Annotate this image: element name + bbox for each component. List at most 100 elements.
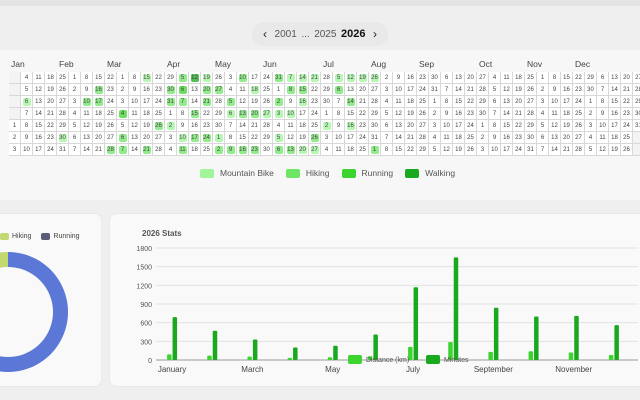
day-cell[interactable]: 3: [321, 132, 333, 144]
day-cell[interactable]: 30: [165, 84, 177, 96]
day-cell[interactable]: 27: [525, 96, 537, 108]
day-cell[interactable]: 6: [489, 96, 501, 108]
day-cell[interactable]: 18: [45, 72, 57, 84]
day-cell[interactable]: 20: [405, 120, 417, 132]
day-cell[interactable]: 23: [465, 108, 477, 120]
day-cell[interactable]: 6: [273, 144, 285, 156]
day-cell[interactable]: 1: [117, 72, 129, 84]
day-cell[interactable]: 22: [513, 120, 525, 132]
day-cell[interactable]: 13: [609, 72, 621, 84]
day-cell[interactable]: 29: [477, 96, 489, 108]
day-cell[interactable]: 15: [345, 108, 357, 120]
day-cell[interactable]: 7: [285, 72, 297, 84]
day-cell[interactable]: 15: [297, 84, 309, 96]
day-cell[interactable]: 22: [621, 96, 633, 108]
day-cell[interactable]: 24: [417, 84, 429, 96]
day-cell[interactable]: 14: [189, 96, 201, 108]
day-cell[interactable]: 4: [225, 84, 237, 96]
day-cell[interactable]: 5: [177, 72, 189, 84]
day-cell[interactable]: 3: [225, 72, 237, 84]
day-cell[interactable]: 26: [213, 72, 225, 84]
day-cell[interactable]: 9: [177, 120, 189, 132]
day-cell[interactable]: 11: [597, 132, 609, 144]
day-cell[interactable]: 6: [177, 84, 189, 96]
day-cell[interactable]: 5: [273, 132, 285, 144]
day-cell[interactable]: 30: [525, 132, 537, 144]
day-cell[interactable]: 17: [189, 132, 201, 144]
day-cell[interactable]: 3: [165, 132, 177, 144]
donut-slice-1[interactable]: [0, 252, 8, 268]
year-2026-current[interactable]: 2026: [340, 28, 366, 40]
day-cell[interactable]: 2: [477, 132, 489, 144]
day-cell[interactable]: 27: [309, 144, 321, 156]
day-cell[interactable]: 2: [9, 132, 21, 144]
day-cell[interactable]: 18: [189, 144, 201, 156]
day-cell[interactable]: 30: [429, 72, 441, 84]
day-cell[interactable]: 20: [513, 96, 525, 108]
day-cell[interactable]: 17: [249, 72, 261, 84]
day-cell[interactable]: 11: [33, 72, 45, 84]
day-cell[interactable]: 8: [441, 96, 453, 108]
prev-year-icon[interactable]: ‹: [263, 27, 267, 41]
day-cell[interactable]: 18: [297, 120, 309, 132]
day-cell[interactable]: 5: [381, 108, 393, 120]
day-cell[interactable]: 15: [609, 96, 621, 108]
day-cell[interactable]: 28: [525, 108, 537, 120]
day-cell[interactable]: 31: [57, 144, 69, 156]
day-cell[interactable]: 14: [33, 108, 45, 120]
day-cell[interactable]: 3: [381, 84, 393, 96]
day-cell[interactable]: 21: [621, 84, 633, 96]
day-cell[interactable]: 21: [93, 144, 105, 156]
day-cell[interactable]: 25: [309, 120, 321, 132]
day-cell[interactable]: 12: [285, 132, 297, 144]
day-cell[interactable]: 5: [117, 120, 129, 132]
day-cell[interactable]: 25: [465, 132, 477, 144]
day-cell[interactable]: 23: [309, 96, 321, 108]
day-cell[interactable]: 29: [321, 84, 333, 96]
day-cell[interactable]: 1: [321, 108, 333, 120]
day-cell[interactable]: 25: [573, 108, 585, 120]
day-cell[interactable]: 23: [201, 120, 213, 132]
day-cell[interactable]: 22: [105, 72, 117, 84]
day-cell[interactable]: 5: [333, 72, 345, 84]
day-cell[interactable]: 9: [393, 72, 405, 84]
day-cell[interactable]: 18: [609, 132, 621, 144]
day-cell[interactable]: 7: [489, 108, 501, 120]
day-cell[interactable]: 17: [501, 144, 513, 156]
day-cell[interactable]: 24: [465, 120, 477, 132]
day-cell[interactable]: 17: [345, 132, 357, 144]
day-cell[interactable]: 13: [129, 132, 141, 144]
day-cell[interactable]: 13: [237, 108, 249, 120]
day-cell[interactable]: 16: [453, 108, 465, 120]
day-cell[interactable]: 8: [129, 72, 141, 84]
day-cell[interactable]: 26: [621, 144, 633, 156]
day-cell[interactable]: 11: [333, 144, 345, 156]
day-cell[interactable]: 28: [105, 144, 117, 156]
day-cell[interactable]: 20: [93, 132, 105, 144]
day-cell[interactable]: 5: [21, 84, 33, 96]
day-cell[interactable]: 29: [165, 72, 177, 84]
day-cell[interactable]: 9: [489, 132, 501, 144]
day-cell[interactable]: 15: [393, 144, 405, 156]
day-cell[interactable]: 23: [249, 144, 261, 156]
day-cell[interactable]: 21: [405, 132, 417, 144]
day-cell[interactable]: 13: [33, 96, 45, 108]
day-cell[interactable]: 6: [225, 108, 237, 120]
day-cell[interactable]: 17: [561, 96, 573, 108]
day-cell[interactable]: 27: [153, 132, 165, 144]
day-cell[interactable]: 20: [141, 132, 153, 144]
day-cell[interactable]: 17: [297, 108, 309, 120]
day-cell[interactable]: 16: [609, 108, 621, 120]
day-cell[interactable]: 7: [537, 144, 549, 156]
day-cell[interactable]: 20: [201, 84, 213, 96]
day-cell[interactable]: 3: [117, 96, 129, 108]
day-cell[interactable]: 31: [273, 72, 285, 84]
day-cell[interactable]: 29: [369, 108, 381, 120]
day-cell[interactable]: 6: [441, 72, 453, 84]
day-cell[interactable]: 27: [477, 72, 489, 84]
day-cell[interactable]: 26: [525, 84, 537, 96]
day-cell[interactable]: 16: [561, 84, 573, 96]
day-cell[interactable]: 9: [441, 108, 453, 120]
day-cell[interactable]: 24: [621, 120, 633, 132]
day-cell[interactable]: 23: [153, 84, 165, 96]
